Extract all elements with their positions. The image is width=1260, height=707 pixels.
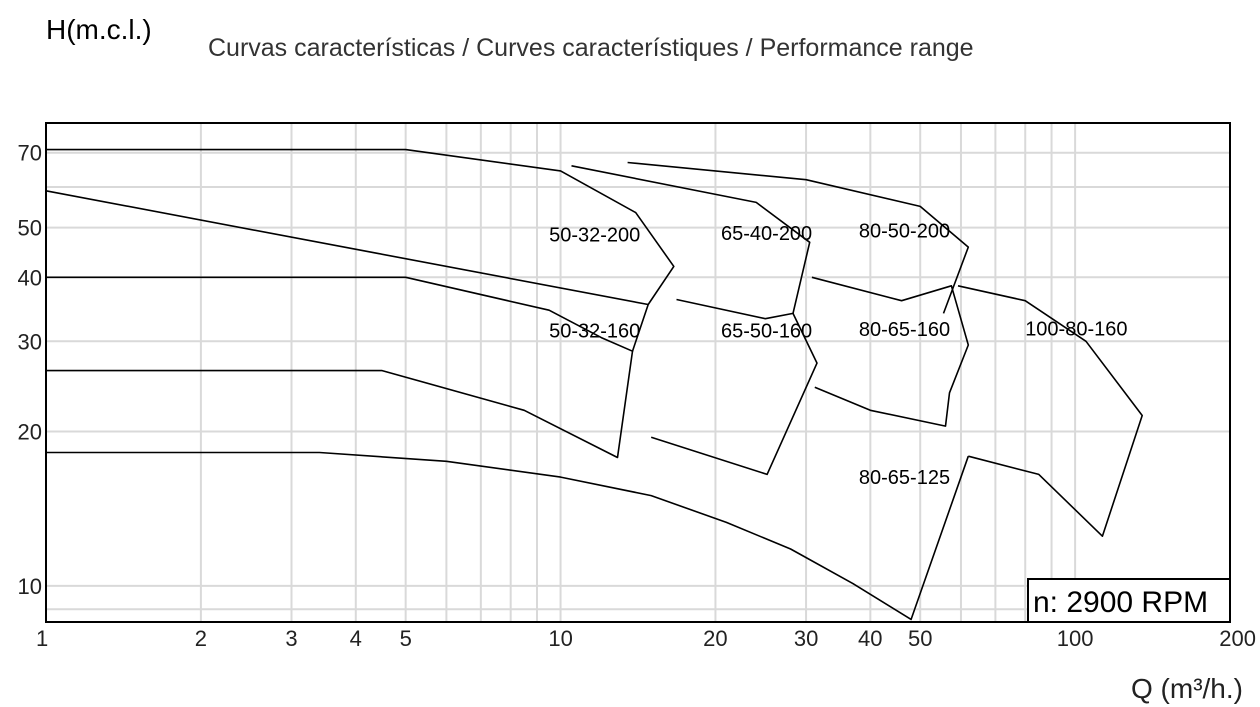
y-tick-label: 20 xyxy=(18,420,42,445)
pump-curves xyxy=(45,148,1143,621)
x-tick-label: 2 xyxy=(195,626,207,651)
curve-label-80-65-160: 80-65-160 xyxy=(859,319,950,341)
curve-label-80-65-125: 80-65-125 xyxy=(859,467,950,489)
curve-label-50-32-200: 50-32-200 xyxy=(549,224,640,246)
curve-80-65-125 xyxy=(46,451,970,621)
x-tick-label: 200 xyxy=(1219,626,1256,651)
y-tick-label: 70 xyxy=(18,141,42,166)
y-tick-labels: 10 20 30 40 50 70 xyxy=(18,141,42,599)
plot-frame xyxy=(45,122,1231,623)
x-tick-label: 40 xyxy=(858,626,882,651)
x-tick-labels: 1 2 3 4 5 10 20 30 40 50 100 200 xyxy=(36,626,1256,651)
y-tick-label: 10 xyxy=(18,574,42,599)
y-axis-title: H(m.c.l.) xyxy=(46,14,152,45)
x-tick-label: 50 xyxy=(908,626,932,651)
y-tick-label: 40 xyxy=(18,265,42,290)
curve-80-65-160 xyxy=(811,276,970,427)
curve-label-100-80-160: 100-80-160 xyxy=(1025,318,1127,340)
speed-annotation: n: 2900 RPM xyxy=(1027,578,1231,623)
x-tick-label: 3 xyxy=(285,626,297,651)
x-tick-label: 30 xyxy=(794,626,818,651)
chart-title: Curvas características / Curves caracter… xyxy=(208,34,974,62)
x-tick-label: 100 xyxy=(1057,626,1094,651)
curve-label-80-50-200: 80-50-200 xyxy=(859,221,950,243)
x-tick-label: 4 xyxy=(350,626,362,651)
speed-annotation-text: n: 2900 RPM xyxy=(1033,586,1208,619)
x-tick-label: 1 xyxy=(36,626,48,651)
speed-annotation-box xyxy=(1027,578,1231,623)
curve-50-32-160 xyxy=(46,276,634,459)
x-tick-label: 5 xyxy=(400,626,412,651)
curve-80-50-200 xyxy=(627,161,970,314)
x-tick-label: 20 xyxy=(703,626,727,651)
curve-50-32-200 xyxy=(45,148,675,352)
x-axis-title: Q (m³/h.) xyxy=(1131,673,1243,704)
curve-label-65-40-200: 65-40-200 xyxy=(721,223,812,245)
y-tick-label: 30 xyxy=(18,329,42,354)
grid xyxy=(46,123,1230,622)
curve-label-65-50-160: 65-50-160 xyxy=(721,321,812,343)
curve-label-50-32-160: 50-32-160 xyxy=(549,321,640,343)
curve-65-40-200 xyxy=(571,165,811,314)
x-tick-label: 10 xyxy=(548,626,572,651)
curve-labels: 50-32-200 50-32-160 65-40-200 65-50-160 80-5… xyxy=(549,221,1127,489)
curve-65-50-160 xyxy=(650,298,818,476)
y-tick-label: 50 xyxy=(18,216,42,241)
curve-100-80-160 xyxy=(957,285,1143,537)
